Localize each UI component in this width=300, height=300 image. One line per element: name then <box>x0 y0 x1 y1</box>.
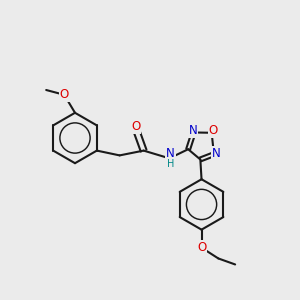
Text: O: O <box>209 124 218 137</box>
Text: O: O <box>197 241 206 254</box>
Text: O: O <box>60 88 69 101</box>
Text: H: H <box>167 159 174 169</box>
Text: N: N <box>189 124 197 137</box>
Text: O: O <box>131 120 140 133</box>
Text: N: N <box>212 147 221 160</box>
Text: N: N <box>166 146 175 160</box>
